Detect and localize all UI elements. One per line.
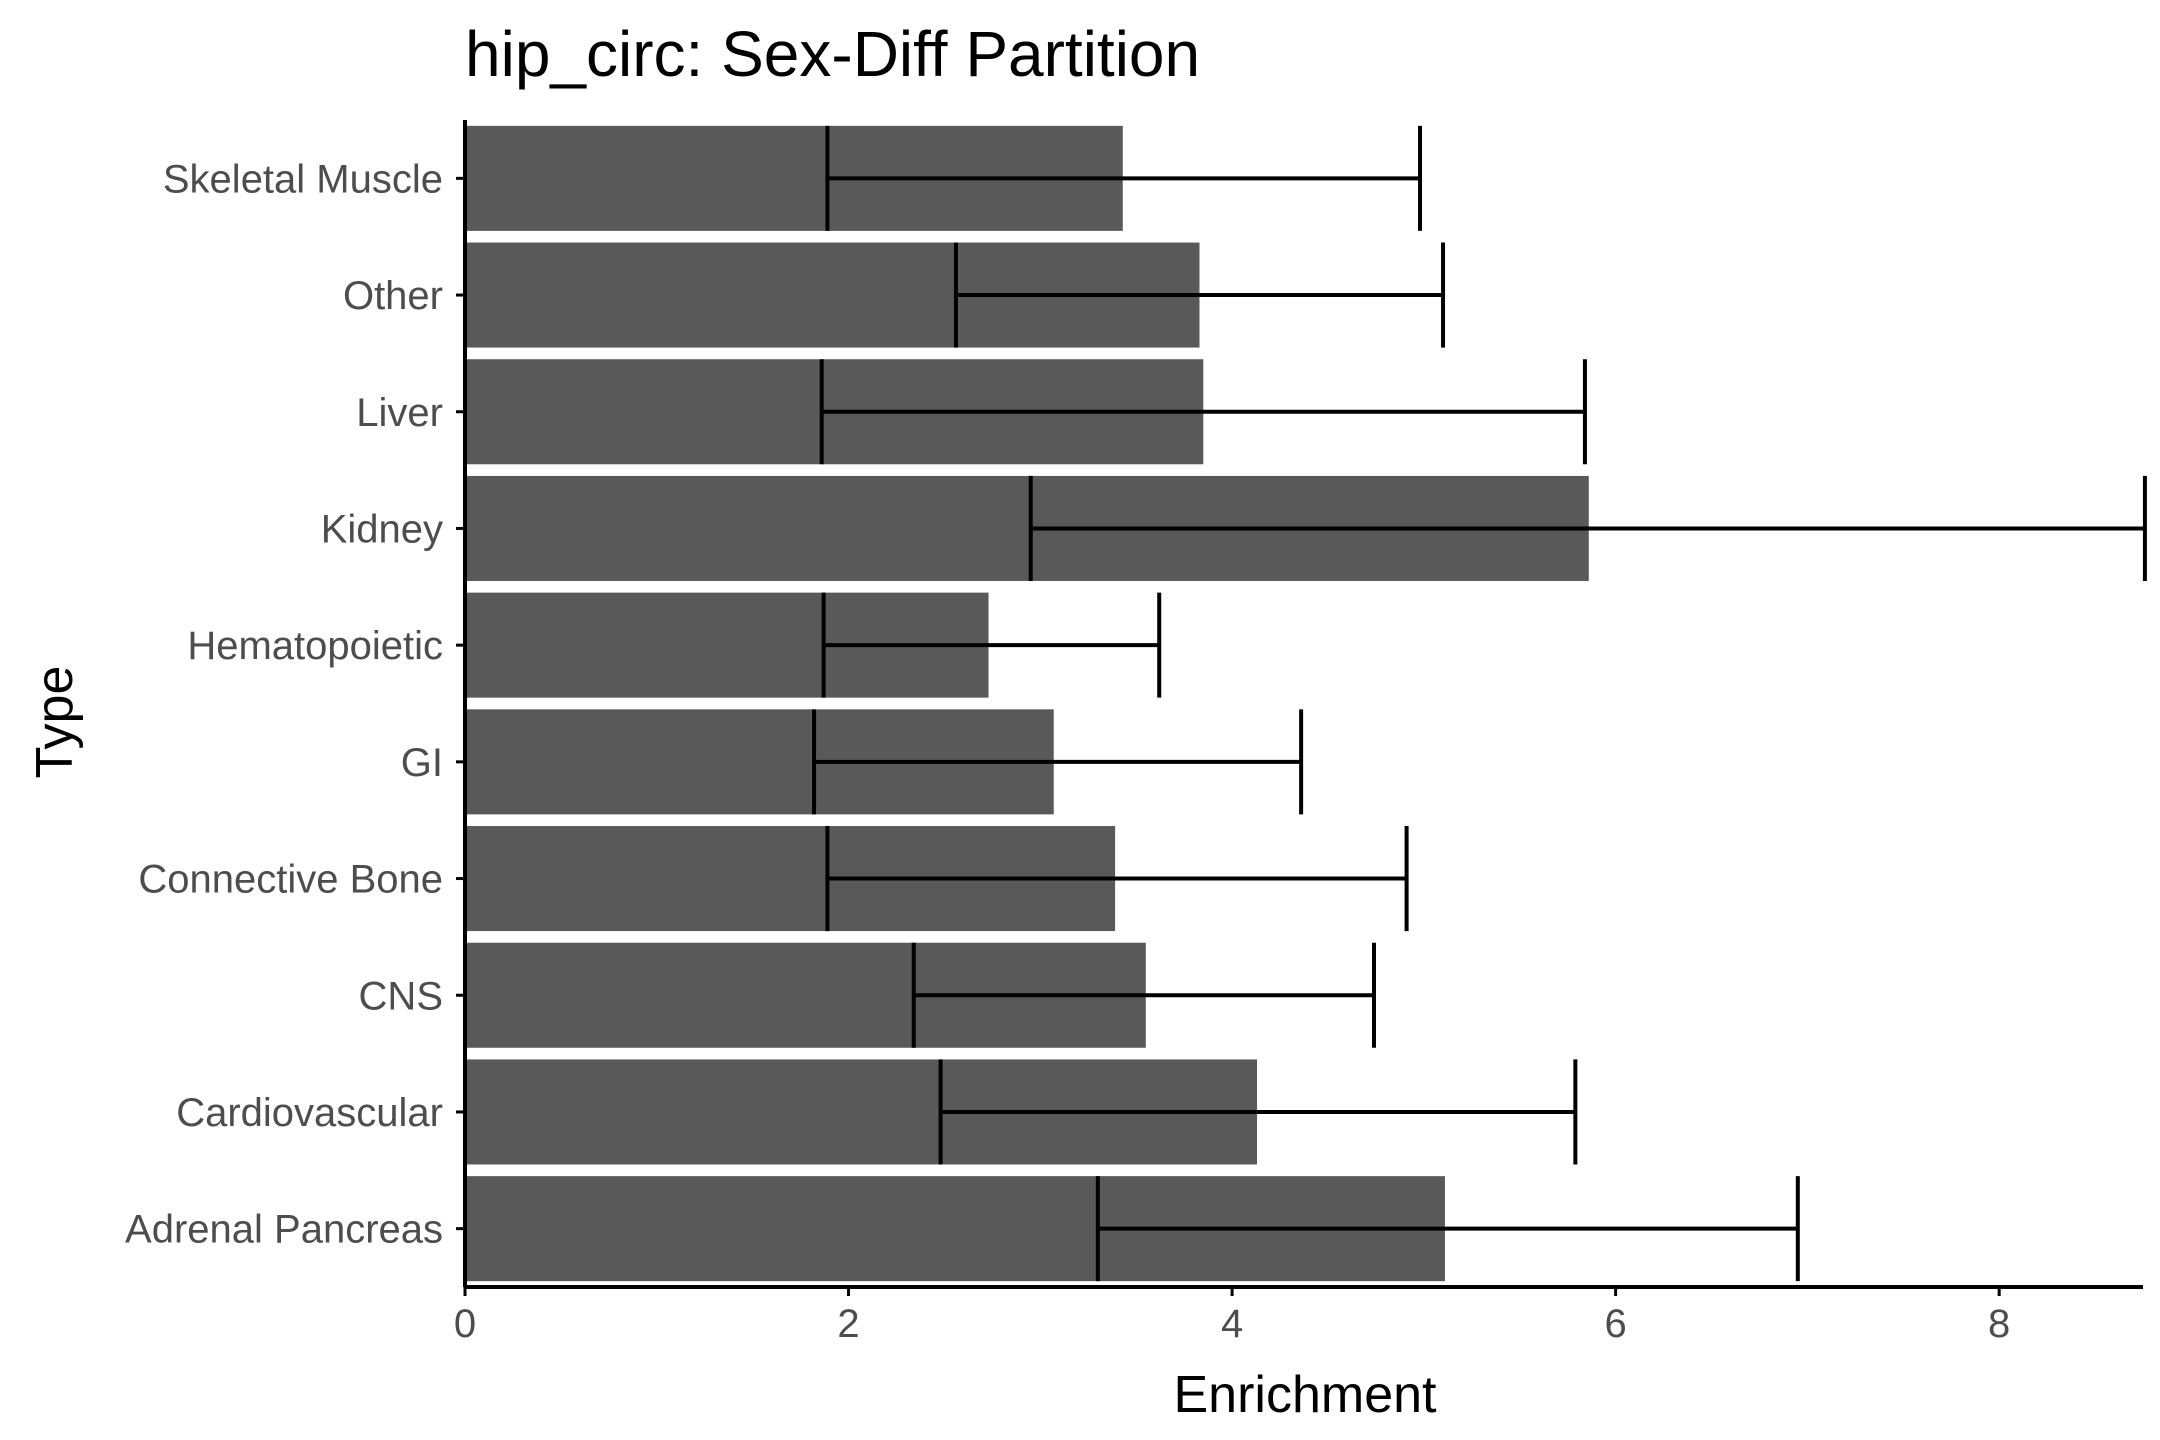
y-tick-label-skeletal-muscle: Skeletal Muscle	[163, 157, 443, 201]
error-bar-other	[953, 242, 1446, 348]
error-bars-layer	[812, 125, 2147, 1282]
error-bar-hematopoietic	[821, 592, 1162, 698]
error-bar-skeletal-muscle	[825, 125, 1423, 231]
y-tick-label-hematopoietic: Hematopoietic	[187, 624, 443, 668]
x-axis-ticks: 0 2 4 6 8	[454, 1287, 2010, 1346]
x-axis-title: Enrichment	[1174, 1366, 1438, 1424]
y-tick-label-liver: Liver	[356, 391, 443, 435]
bars-layer	[465, 125, 1589, 1282]
error-bar-connective-bone	[825, 826, 1409, 932]
x-tick-label: 0	[454, 1302, 476, 1346]
error-bar-gi	[812, 709, 1304, 815]
y-axis-title: Type	[26, 666, 84, 779]
y-tick-label-connective-bone: Connective Bone	[138, 858, 443, 902]
y-tick-label-adrenal-pancreas: Adrenal Pancreas	[125, 1208, 443, 1252]
y-tick-label-other: Other	[343, 274, 443, 318]
chart-title: hip_circ: Sex-Diff Partition	[465, 18, 1200, 90]
error-bar-cns	[911, 942, 1376, 1048]
y-tick-label-cardiovascular: Cardiovascular	[176, 1091, 443, 1135]
y-tick-label-gi: GI	[401, 741, 443, 785]
error-bar-adrenal-pancreas	[1095, 1176, 1800, 1282]
y-tick-label-kidney: Kidney	[321, 507, 443, 551]
error-bar-liver	[819, 359, 1587, 465]
x-tick-label: 8	[1988, 1302, 2010, 1346]
error-bar-cardiovascular	[938, 1059, 1578, 1165]
x-tick-label: 2	[837, 1302, 859, 1346]
y-tick-label-cns: CNS	[359, 974, 443, 1018]
y-axis-ticks: Adrenal Pancreas Cardiovascular CNS Connect…	[125, 157, 465, 1252]
x-tick-label: 4	[1221, 1302, 1243, 1346]
x-tick-label: 6	[1605, 1302, 1627, 1346]
error-bar-kidney	[1028, 475, 2147, 581]
